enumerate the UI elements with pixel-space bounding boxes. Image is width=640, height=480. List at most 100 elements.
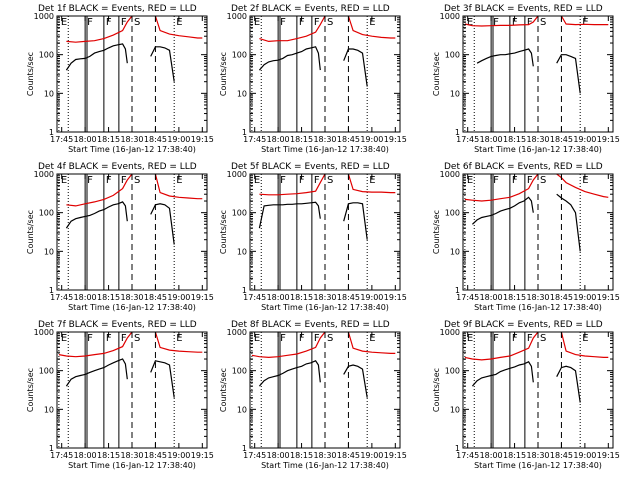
y-axis-label: Counts/sec	[219, 52, 228, 96]
marker-label: S	[134, 333, 140, 344]
panel-title: Det 7f BLACK = Events, RED = LLD	[38, 320, 197, 330]
panel-title: Det 1f BLACK = Events, RED = LLD	[38, 4, 197, 14]
events-series-line	[150, 360, 175, 398]
y-tick-label: 1	[242, 128, 247, 137]
events-series-line	[476, 48, 534, 67]
events-series-line	[150, 46, 175, 82]
x-tick-label: 18:30	[313, 451, 336, 460]
x-tick-label: 17:45	[456, 293, 479, 302]
lld-series-line	[66, 15, 133, 43]
marker-label: F	[106, 333, 112, 344]
lld-series-line	[560, 15, 609, 26]
lld-series-line	[154, 173, 203, 200]
events-series-line	[65, 358, 128, 387]
x-tick-label: 18:00	[267, 135, 290, 144]
marker-label: E	[582, 333, 588, 344]
plot-frame	[249, 15, 401, 133]
marker-label: F	[493, 333, 499, 344]
plot-frame	[56, 331, 208, 449]
marker-label: F	[121, 17, 127, 28]
y-axis-label: Counts/sec	[219, 210, 228, 254]
y-tick-label: 10	[450, 405, 460, 414]
marker-label: F	[314, 333, 320, 344]
marker-label: F	[512, 333, 518, 344]
marker-label: E	[254, 175, 260, 186]
y-tick-label: 10	[44, 247, 54, 256]
x-tick-label: 19:00	[573, 451, 596, 460]
x-tick-label: 18:00	[480, 135, 503, 144]
y-tick-label: 100	[39, 51, 54, 60]
marker-label: F	[527, 17, 533, 28]
marker-label: F	[493, 175, 499, 186]
x-tick-label: 17:45	[243, 293, 266, 302]
x-tick-label: 18:45	[337, 293, 360, 302]
x-tick-label: 18:15	[290, 293, 313, 302]
y-tick-label: 10	[44, 405, 54, 414]
x-tick-label: 17:45	[456, 451, 479, 460]
marker-label: E	[176, 333, 182, 344]
x-axis-label: Start Time (16-Jan-12 17:38:40)	[68, 461, 196, 470]
lld-series-line	[58, 331, 133, 358]
marker-label: F	[87, 175, 93, 186]
y-tick-label: 100	[445, 51, 460, 60]
y-tick-label: 1	[49, 128, 54, 137]
x-tick-label: 18:00	[74, 135, 97, 144]
y-tick-label: 10	[450, 89, 460, 98]
marker-label: E	[61, 17, 67, 28]
plot-frame	[462, 15, 614, 133]
x-tick-label: 18:15	[503, 451, 526, 460]
x-tick-label: 18:00	[480, 451, 503, 460]
x-tick-label: 19:15	[191, 135, 214, 144]
x-tick-label: 17:45	[50, 451, 73, 460]
plot-frame	[56, 173, 208, 291]
y-tick-label: 10	[237, 247, 247, 256]
marker-label: E	[61, 333, 67, 344]
x-axis-label: Start Time (16-Jan-12 17:38:40)	[474, 461, 602, 470]
x-tick-label: 18:30	[313, 293, 336, 302]
x-tick-label: 18:45	[144, 135, 167, 144]
x-tick-label: 18:15	[97, 293, 120, 302]
x-tick-label: 18:30	[526, 135, 549, 144]
marker-label: E	[467, 17, 473, 28]
x-tick-label: 18:45	[337, 451, 360, 460]
y-axis-label: Counts/sec	[432, 210, 441, 254]
x-tick-label: 18:30	[526, 293, 549, 302]
y-axis-label: Counts/sec	[26, 210, 35, 254]
x-tick-label: 18:45	[337, 135, 360, 144]
x-tick-label: 18:30	[120, 451, 143, 460]
marker-label: S	[540, 17, 546, 28]
events-series-line	[343, 48, 368, 87]
lld-series-line	[347, 331, 396, 354]
y-tick-label: 1000	[227, 328, 247, 337]
marker-label: S	[540, 175, 546, 186]
marker-label: F	[314, 17, 320, 28]
y-tick-label: 100	[39, 209, 54, 218]
y-axis-label: Counts/sec	[26, 368, 35, 412]
events-series-line	[556, 193, 581, 252]
panel-title: Det 3f BLACK = Events, RED = LLD	[444, 4, 603, 14]
panel-title: Det 5f BLACK = Events, RED = LLD	[231, 162, 390, 172]
y-tick-label: 100	[232, 209, 247, 218]
marker-label: E	[467, 333, 473, 344]
events-series-line	[343, 202, 368, 240]
events-series-line	[556, 54, 581, 94]
marker-label: S	[327, 333, 333, 344]
y-tick-label: 100	[39, 367, 54, 376]
marker-label: F	[299, 17, 305, 28]
plot-frame	[56, 15, 208, 133]
y-tick-label: 1	[49, 444, 54, 453]
x-tick-label: 17:45	[243, 451, 266, 460]
lld-series-line	[154, 15, 203, 39]
events-series-line	[258, 46, 321, 71]
y-axis-label: Counts/sec	[432, 52, 441, 96]
x-axis-label: Start Time (16-Jan-12 17:38:40)	[68, 303, 196, 312]
marker-label: F	[527, 175, 533, 186]
events-series-line	[471, 196, 534, 225]
x-tick-label: 18:30	[313, 135, 336, 144]
x-tick-label: 19:15	[597, 451, 620, 460]
y-tick-label: 1	[49, 286, 54, 295]
